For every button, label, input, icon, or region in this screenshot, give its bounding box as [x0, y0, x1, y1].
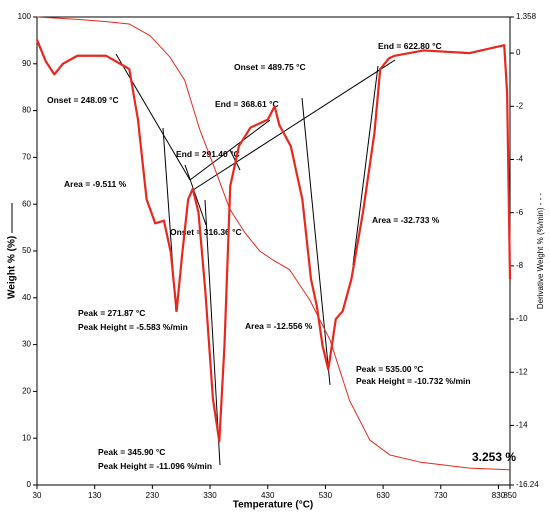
x-tick-label: 430 [261, 491, 275, 500]
annotation: Peak Height = -5.583 %/min [78, 322, 188, 332]
annotation: End = 622.80 °C [378, 41, 442, 51]
x-tick-label: 850 [503, 491, 517, 500]
annotation: Onset = 489.75 °C [234, 62, 306, 72]
series-line [35, 39, 512, 443]
y-tick-label: 80 [22, 106, 31, 115]
x-tick-label: 230 [146, 491, 160, 500]
annotation: Peak = 535.00 °C [356, 364, 423, 374]
annotations: Onset = 248.09 °C Area = -9.511 % End = … [47, 41, 516, 471]
y-tick-label: 60 [22, 199, 31, 208]
y2-tick-label: -16.24 [516, 480, 539, 489]
annotation: End = 291.40 °C [176, 149, 240, 159]
y-tick-label: 50 [22, 246, 31, 255]
y2-tick-label: -4 [516, 155, 524, 164]
x-tick-label: 130 [88, 491, 102, 500]
annotation: Area = -32.733 % [372, 215, 440, 225]
y2-tick-label: -12 [516, 367, 528, 376]
y2-tick-label: -6 [516, 208, 524, 217]
x-tick-label: 630 [376, 491, 390, 500]
x-tick-label: 830 [492, 491, 506, 500]
annotation: Area = -9.511 % [64, 179, 127, 189]
y-tick-label: 40 [22, 293, 31, 302]
plot-frame [36, 16, 511, 486]
y-tick-label: 70 [22, 153, 31, 162]
y2-tick-label: -10 [516, 314, 528, 323]
y2-axis-label: Derivative Weight % (%/min) - - - [536, 193, 545, 310]
series-line [36, 16, 511, 471]
y2-tick-label: -8 [516, 261, 524, 270]
annotation: Onset = 248.09 °C [47, 95, 119, 105]
y-tick-label: 20 [22, 387, 31, 396]
y-tick-label: 0 [27, 480, 32, 489]
annotation: End = 368.61 °C [215, 99, 279, 109]
annotation: Peak Height = -10.732 %/min [356, 376, 471, 386]
annotation: Onset = 316.36 °C [170, 227, 242, 237]
y2-tick-label: -2 [516, 101, 524, 110]
y-tick-label: 30 [22, 340, 31, 349]
y-tick-label: 100 [18, 12, 32, 21]
y2-tick-label: -14 [516, 421, 528, 430]
y-axis-label: Weight % (%) ——— [7, 203, 18, 299]
annotation: Peak = 271.87 °C [78, 308, 145, 318]
annotation: Peak = 345.90 °C [98, 447, 165, 457]
x-axis-label: Temperature (°C) [233, 500, 314, 511]
x-tick-label: 530 [319, 491, 333, 500]
y2-tick-label: 0 [516, 48, 521, 57]
x-tick-label: 30 [33, 491, 42, 500]
tangent-lines [115, 53, 396, 466]
annotation: Peak Height = -11.096 %/min [98, 461, 212, 471]
y-tick-label: 90 [22, 59, 31, 68]
annotation: Area = -12.556 % [245, 321, 313, 331]
annotation: 3.253 % [472, 450, 516, 464]
x-tick-label: 730 [434, 491, 448, 500]
x-tick-label: 330 [203, 491, 217, 500]
y2-tick-label: 1.358 [516, 12, 537, 21]
y-tick-label: 10 [22, 433, 31, 442]
